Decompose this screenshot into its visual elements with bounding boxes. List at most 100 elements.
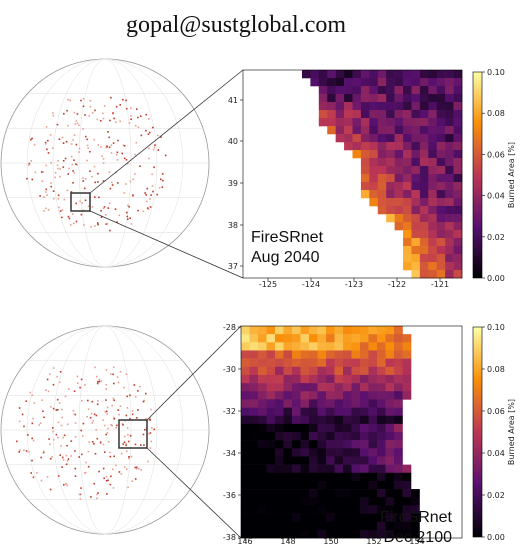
heatmap-cell: [377, 480, 386, 490]
heatmap-cell: [377, 432, 386, 441]
heatmap-cell: [317, 513, 327, 522]
fire-dot: [116, 424, 118, 427]
fire-dot: [106, 406, 109, 409]
heatmap-cell: [258, 350, 267, 359]
colorbar-tick-label: 0.08: [487, 365, 505, 374]
heatmap-cell: [369, 142, 379, 151]
heatmap-cell: [377, 118, 387, 127]
heatmap-cell: [309, 326, 318, 335]
heatmap-cell: [377, 86, 387, 95]
heatmap-cell: [403, 166, 412, 175]
fire-dot: [148, 131, 151, 134]
heatmap-cell: [411, 134, 421, 143]
fire-dot: [49, 373, 51, 375]
heatmap-cell: [453, 182, 463, 191]
heatmap-cell: [317, 448, 327, 457]
fire-dot: [52, 383, 55, 386]
heatmap-cell: [403, 78, 412, 87]
heatmap-cell: [394, 391, 403, 400]
heatmap-cell: [309, 383, 318, 392]
fire-dot: [91, 400, 94, 403]
heatmap-cell: [394, 366, 403, 376]
heatmap-cell: [292, 456, 301, 465]
fire-dot: [87, 408, 90, 411]
heatmap-cell: [326, 480, 335, 490]
heatmap-cell: [318, 78, 328, 87]
fire-dot: [124, 435, 126, 438]
heatmap-cell: [352, 142, 362, 151]
heatmap-cell: [300, 448, 310, 457]
fire-dot: [117, 139, 119, 142]
fire-dot: [100, 146, 102, 148]
heatmap-cell: [428, 198, 438, 207]
heatmap-cell: [300, 342, 310, 351]
fire-dot: [153, 428, 155, 431]
heatmap-cell: [317, 497, 327, 506]
heatmap-cell: [368, 521, 378, 531]
heatmap-cell: [394, 134, 404, 143]
fire-dot: [82, 105, 85, 108]
fire-dot: [43, 210, 45, 212]
heatmap-cell: [403, 118, 412, 127]
heatmap-cell: [360, 86, 370, 95]
heatmap-cell: [360, 399, 369, 408]
heatmap-cell: [241, 513, 250, 522]
heatmap-cell: [258, 358, 267, 368]
fire-dot: [130, 107, 132, 109]
fire-dot: [96, 437, 99, 440]
fire-dot: [105, 369, 108, 371]
fire-dot: [145, 392, 147, 395]
heatmap-cell: [394, 440, 403, 449]
heatmap-cell: [300, 366, 310, 376]
heatmap-cell: [360, 174, 370, 183]
heatmap-cell: [334, 350, 344, 359]
fire-dot: [65, 463, 68, 466]
heatmap-cell: [360, 432, 369, 441]
fire-dot: [61, 209, 64, 211]
heatmap-cell: [368, 326, 378, 335]
heatmap-cell: [403, 158, 412, 167]
heatmap-cell: [275, 374, 284, 384]
heatmap-cell: [369, 134, 379, 143]
heatmap-cell: [275, 489, 284, 498]
heatmap-cell: [394, 150, 404, 159]
fire-dot: [30, 160, 33, 162]
heatmap-cell: [360, 334, 369, 343]
fire-dot: [152, 190, 154, 193]
heatmap-cell: [249, 472, 259, 482]
heatmap-cell: [394, 174, 404, 183]
heatmap-cell: [317, 342, 327, 351]
y-tick-label: 37: [228, 262, 238, 271]
heatmap-cell: [411, 158, 421, 167]
heatmap-cell: [309, 513, 318, 522]
heatmap-cell: [394, 190, 404, 199]
fire-dot: [47, 139, 49, 142]
heatmap-cell: [266, 448, 276, 457]
heatmap-cell: [334, 423, 344, 433]
heatmap-cell: [334, 374, 344, 384]
fire-dot: [66, 423, 69, 426]
fire-dot: [66, 189, 69, 192]
fire-dot: [150, 408, 152, 411]
heatmap-cell: [394, 198, 404, 207]
heatmap-cell: [394, 383, 403, 392]
heatmap-cell: [352, 126, 362, 135]
heatmap-cell: [377, 358, 386, 368]
fire-dot: [84, 384, 86, 386]
fire-dot: [59, 371, 62, 373]
fire-dot: [82, 422, 85, 425]
heatmap-cell: [402, 391, 412, 400]
heatmap-cell: [453, 142, 463, 151]
heatmap-cell: [317, 366, 327, 376]
fire-dot: [148, 147, 150, 150]
heatmap-cell: [369, 86, 379, 95]
heatmap-cell: [445, 174, 454, 183]
heatmap-cell: [258, 529, 267, 539]
heatmap-cell: [403, 174, 412, 183]
fire-dot: [81, 435, 84, 437]
heatmap-cell: [436, 142, 446, 151]
x-tick-label: -125: [259, 280, 277, 289]
fire-dot: [107, 207, 110, 209]
fire-dot: [130, 115, 132, 117]
heatmap-cell: [258, 505, 267, 514]
